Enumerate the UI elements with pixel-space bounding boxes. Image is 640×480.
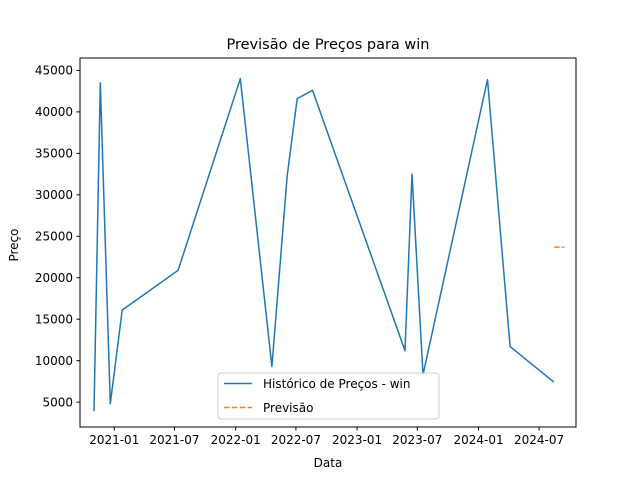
- x-tick-label: 2021-07: [149, 433, 199, 447]
- legend-frame: [217, 372, 440, 420]
- y-tick-label: 20000: [35, 271, 73, 285]
- series-line-historico: [93, 77, 555, 412]
- plot-background: [80, 58, 576, 427]
- y-axis: 5000 10000 15000 20000 25000 30000 35000 40000 4…: [35, 64, 80, 409]
- y-tick-label: 5000: [42, 395, 73, 409]
- x-axis-title: Data: [314, 456, 343, 470]
- y-tick-label: 35000: [35, 147, 73, 161]
- y-tick-label: 45000: [35, 64, 73, 78]
- x-tick-label: 2023-01: [332, 433, 382, 447]
- legend-label-previsao: Previsão: [263, 401, 313, 415]
- legend-label-historico: Histórico de Preços - win: [263, 377, 410, 391]
- x-tick-label: 2023-07: [392, 433, 442, 447]
- x-tick-label: 2024-07: [514, 433, 564, 447]
- chart-title: Previsão de Preços para win: [227, 37, 430, 53]
- y-tick-label: 15000: [35, 313, 73, 327]
- x-tick-label: 2022-07: [271, 433, 321, 447]
- plot-frame: [79, 57, 577, 428]
- x-tick-label: 2024-01: [453, 433, 503, 447]
- y-tick-label: 40000: [35, 105, 73, 119]
- x-tick-label: 2022-01: [211, 433, 261, 447]
- y-axis-title: Preço: [7, 228, 21, 261]
- plot-area: [79, 57, 577, 428]
- x-axis: 2021-01 2021-07 2022-01 2022-07 2023-01 2023-…: [89, 427, 564, 447]
- legend: Histórico de Preços - win Previsão: [217, 372, 440, 420]
- y-tick-label: 30000: [35, 188, 73, 202]
- y-tick-label: 10000: [35, 354, 73, 368]
- y-tick-label: 25000: [35, 230, 73, 244]
- x-tick-label: 2021-01: [89, 433, 139, 447]
